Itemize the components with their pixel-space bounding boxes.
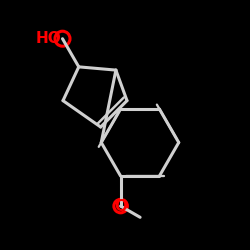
Text: HO: HO [36, 31, 61, 46]
Text: O: O [114, 198, 127, 214]
